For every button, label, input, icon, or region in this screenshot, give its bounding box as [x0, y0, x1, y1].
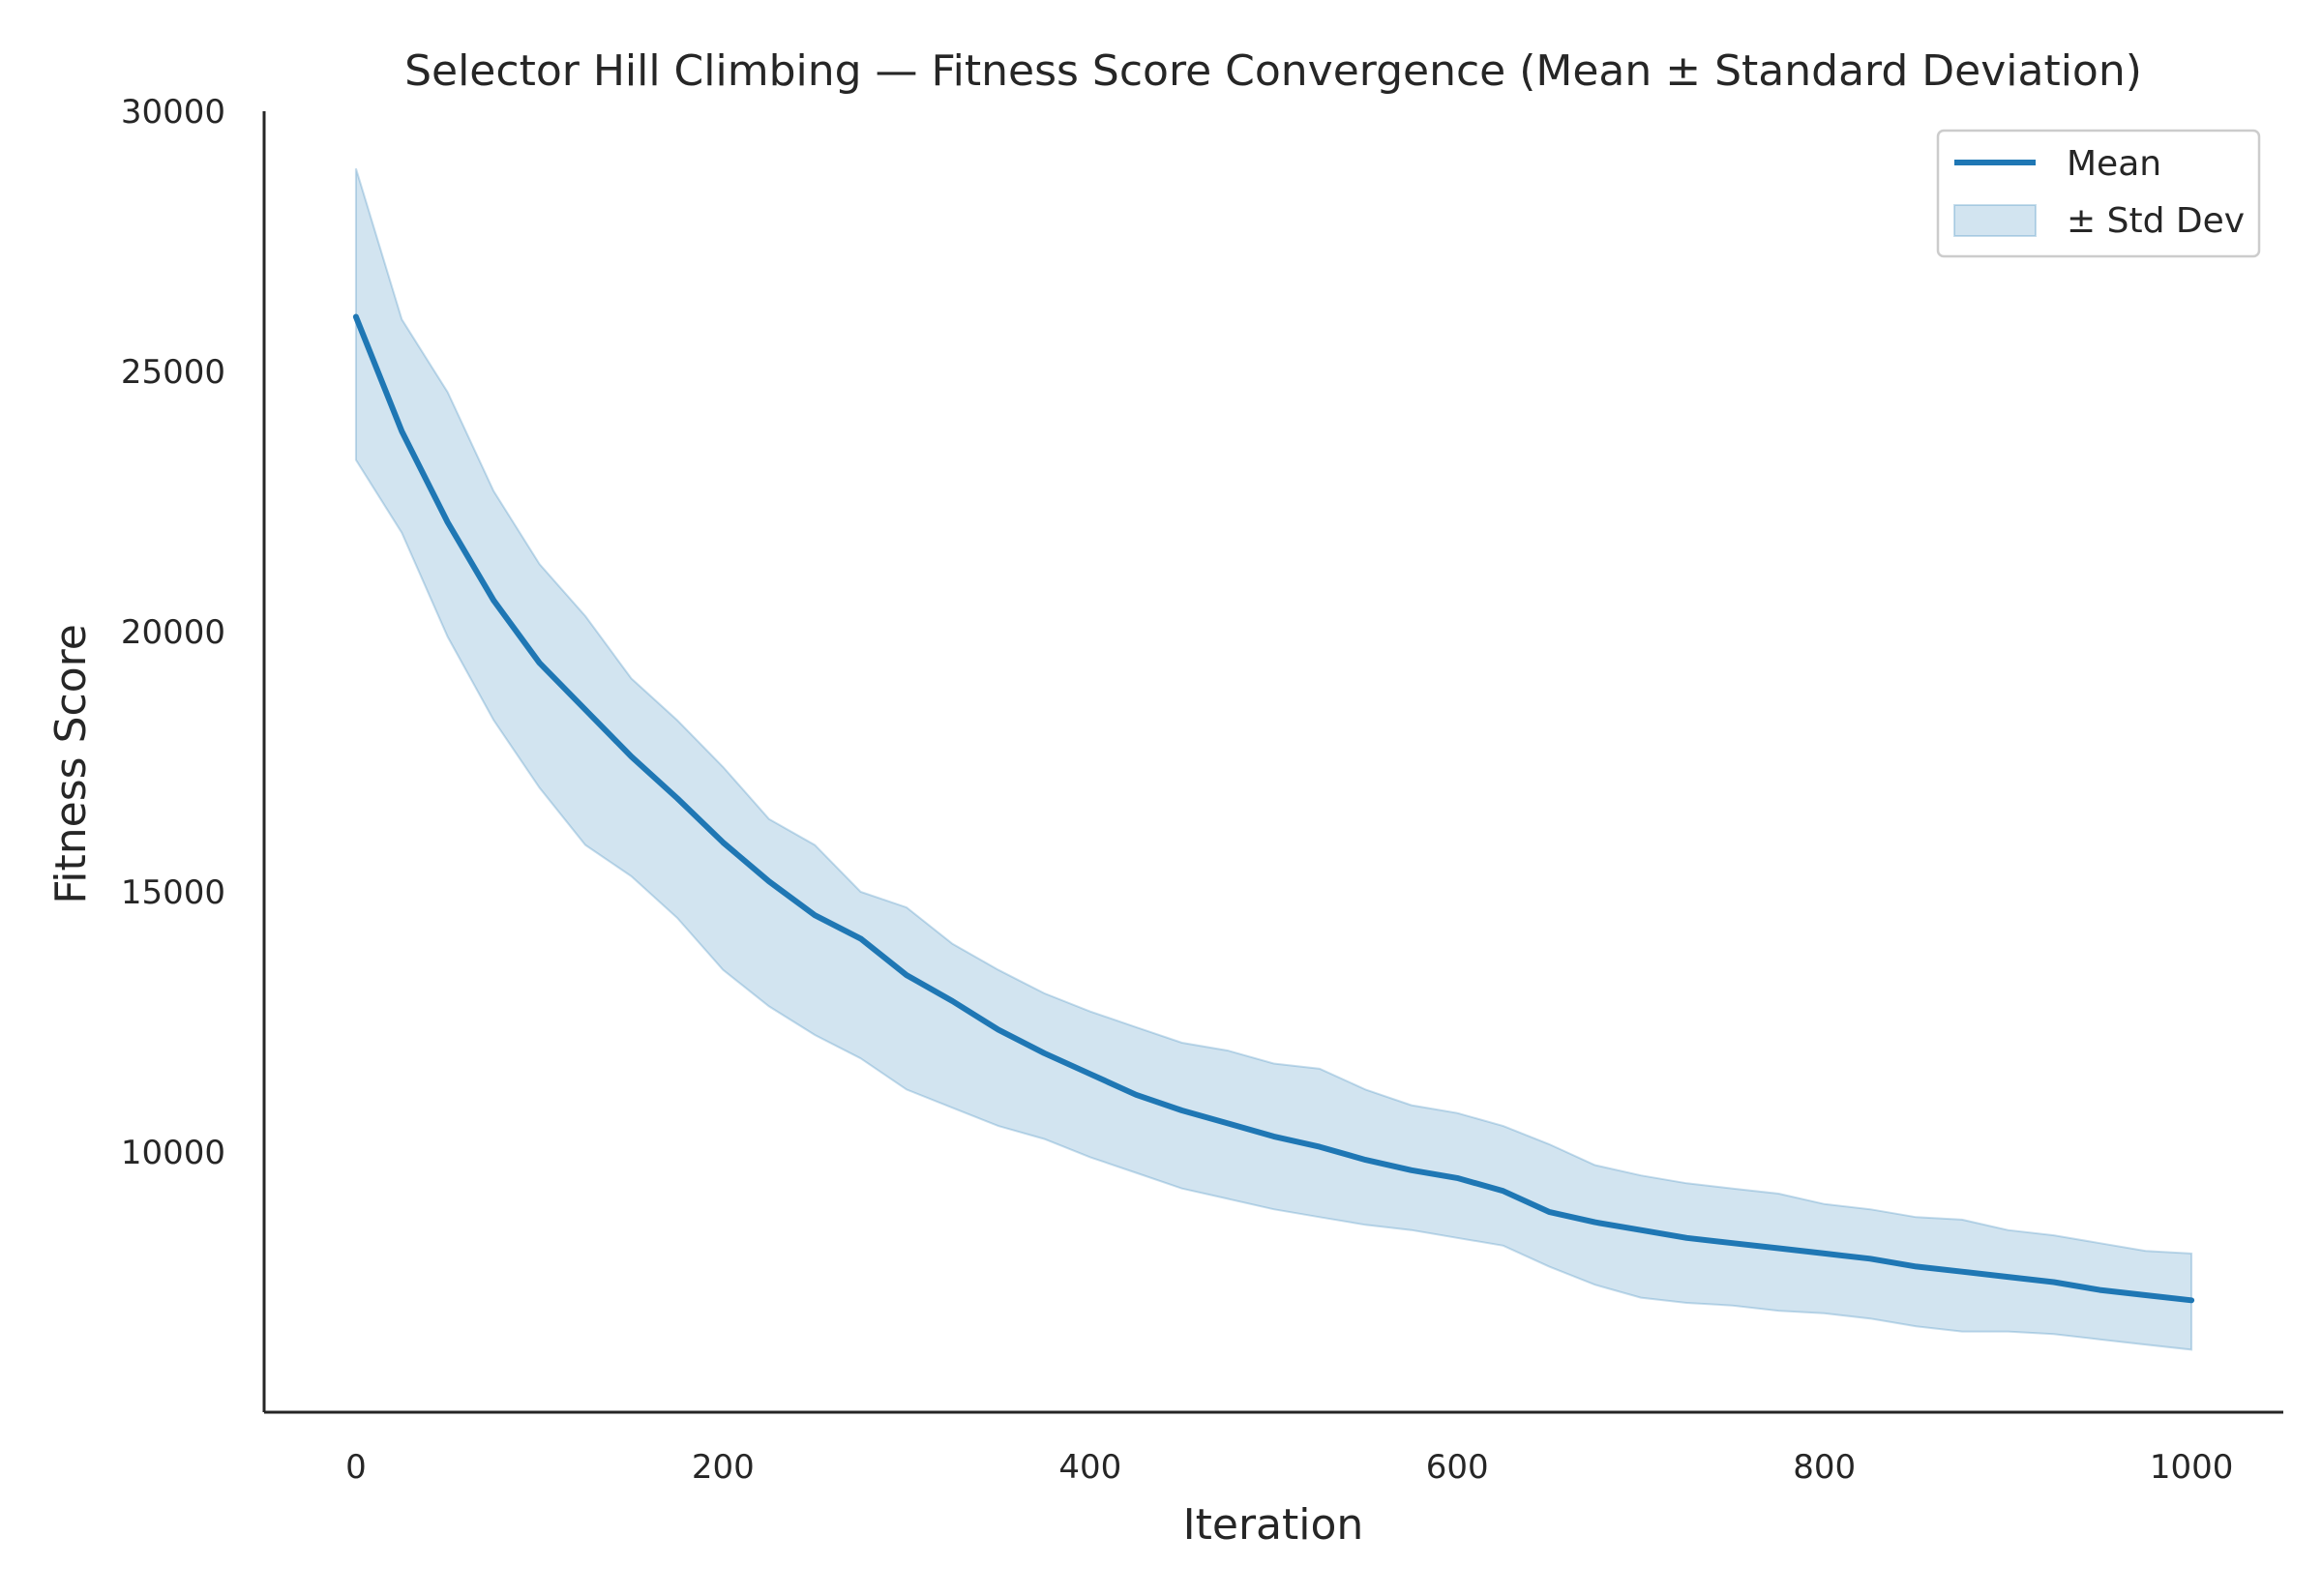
y-tick-label: 30000	[121, 93, 225, 132]
y-tick-label: 15000	[121, 873, 225, 912]
y-tick-label: 10000	[121, 1134, 225, 1172]
std-dev-band-layer	[354, 167, 2193, 1351]
legend-std-dev-swatch	[1953, 204, 2037, 237]
x-axis-title: Iteration	[1183, 1500, 1364, 1550]
legend: Mean ± Std Dev	[1936, 129, 2261, 258]
x-tick-label: 400	[1058, 1448, 1121, 1487]
legend-mean-label: Mean	[2067, 144, 2161, 184]
std-dev-band	[354, 167, 2193, 1351]
x-tick-label: 800	[1793, 1448, 1856, 1487]
mean-line	[352, 313, 2195, 1304]
y-tick-label: 20000	[121, 613, 225, 652]
x-tick-label: 200	[692, 1448, 755, 1487]
y-ticks: 10000 15000 20000 25000 30000	[121, 93, 225, 1172]
mean-line-layer	[352, 313, 2195, 1304]
x-tick-label: 0	[345, 1448, 367, 1487]
x-tick-label: 600	[1426, 1448, 1489, 1487]
chart-title: Selector Hill Climbing — Fitness Score C…	[404, 46, 2142, 96]
y-axis-title: Fitness Score	[46, 624, 96, 904]
x-ticks: 0 200 400 600 800 1000	[345, 1448, 2233, 1487]
legend-std-dev-label: ± Std Dev	[2067, 201, 2245, 241]
x-tick-label: 1000	[2150, 1448, 2234, 1487]
y-tick-label: 25000	[121, 353, 225, 392]
